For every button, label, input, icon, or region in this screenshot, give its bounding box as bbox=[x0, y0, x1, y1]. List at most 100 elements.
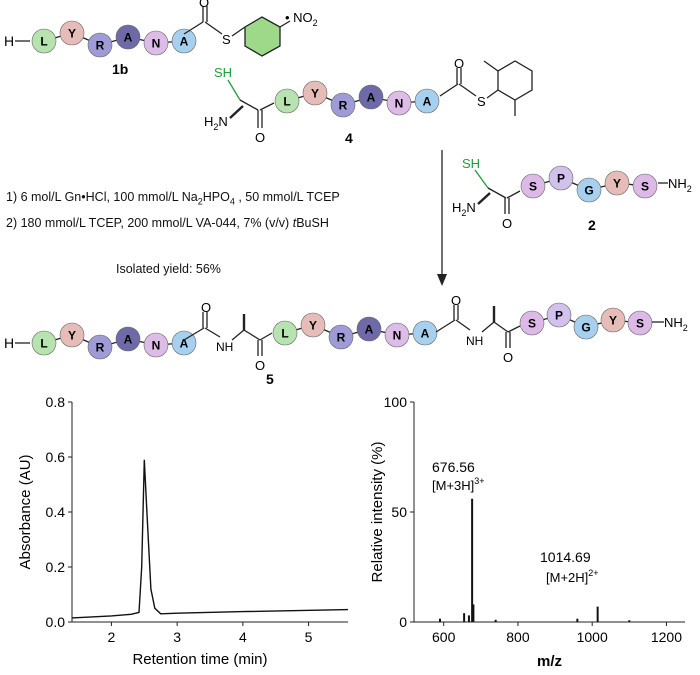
x-tick-label: 5 bbox=[305, 629, 313, 645]
residue-Y: Y bbox=[302, 80, 328, 106]
x-tick-label: 1200 bbox=[651, 629, 682, 645]
nitrophenyl-ring bbox=[244, 16, 281, 57]
svg-text:S: S bbox=[528, 317, 536, 331]
y-axis-label: Absorbance (AU) bbox=[17, 454, 34, 569]
residue-S: S bbox=[520, 173, 546, 199]
amide1-nh: NH bbox=[216, 340, 233, 354]
sulfur-atom: S bbox=[222, 32, 231, 47]
svg-text:A: A bbox=[421, 327, 430, 341]
thiol-group-2: SH bbox=[462, 156, 480, 171]
residue-R: R bbox=[328, 324, 354, 350]
y-tick-label: 0 bbox=[399, 614, 407, 630]
residue-P: P bbox=[548, 165, 574, 191]
svg-text:S: S bbox=[529, 180, 537, 194]
residue-chain: SPG Y S bbox=[520, 165, 658, 203]
residue-S: S bbox=[519, 310, 545, 336]
svg-text:A: A bbox=[423, 95, 432, 109]
svg-text:P: P bbox=[557, 172, 565, 186]
residue-S: S bbox=[632, 173, 658, 199]
compound-2: SH H2N O S P G Y S NH2 2 bbox=[452, 156, 692, 233]
residue-P: P bbox=[546, 302, 572, 328]
hplc-chromatogram: 0.0 0.2 0.4 0.6 0.8 2 3 4 5 Retention time (min) A… bbox=[17, 394, 349, 668]
residue-N: N bbox=[143, 30, 169, 56]
residue-S: S bbox=[627, 310, 653, 336]
ala2-link bbox=[507, 325, 521, 333]
x-tick-label: 1000 bbox=[577, 629, 608, 645]
link-bond-2 bbox=[506, 190, 521, 199]
thiol-bond-2 bbox=[474, 169, 489, 189]
amide2-oxygen: O bbox=[451, 293, 461, 308]
svg-text:G: G bbox=[581, 321, 590, 335]
carbonyl-oxygen-4b: O bbox=[454, 56, 464, 71]
residue-chain: SPG Y S bbox=[519, 302, 653, 340]
isolated-yield: Isolated yield: 56% bbox=[116, 262, 221, 276]
compound-label-1b: 1b bbox=[112, 61, 128, 77]
carbonyl-oxygen-4: O bbox=[255, 130, 265, 145]
x-tick-label: 3 bbox=[173, 629, 181, 645]
y-tick-label: 0.4 bbox=[46, 504, 66, 520]
amine-group-2: H2N bbox=[452, 200, 476, 218]
methyl-top bbox=[483, 60, 499, 72]
svg-text:L: L bbox=[40, 337, 47, 351]
x-tick-label: 2 bbox=[108, 629, 116, 645]
svg-text:R: R bbox=[337, 331, 346, 345]
ca-bond bbox=[239, 99, 259, 111]
residue-L: L bbox=[31, 330, 57, 356]
thiol-group: SH bbox=[214, 65, 232, 80]
x-tick-label: 600 bbox=[432, 629, 456, 645]
svg-text:P: P bbox=[555, 309, 563, 323]
mass-spectrum: 0 50 100 600 800 1000 1200 m/z Relative intensit… bbox=[369, 394, 685, 670]
ala1-link bbox=[259, 332, 273, 341]
link-bond-4 bbox=[259, 102, 275, 111]
svg-text:N: N bbox=[395, 97, 404, 111]
h-terminus-5: H bbox=[4, 335, 14, 351]
nitro-bond bbox=[279, 20, 291, 28]
peak-annotation-mz: 1014.69 bbox=[540, 549, 591, 565]
svg-text:A: A bbox=[124, 333, 133, 347]
svg-text:G: G bbox=[584, 184, 593, 198]
amide2-a bbox=[435, 319, 456, 333]
s-bond-1 bbox=[204, 21, 223, 35]
amine-group: H2N bbox=[204, 114, 228, 132]
carbonyl-oxygen-2: O bbox=[502, 216, 512, 231]
svg-text:R: R bbox=[96, 39, 105, 53]
x-tick-label: 4 bbox=[239, 629, 247, 645]
c-terminus-amide-5: NH2 bbox=[664, 315, 688, 333]
residue-A: A bbox=[358, 84, 384, 110]
amide1-b bbox=[204, 327, 221, 338]
dimethylphenyl-ring bbox=[497, 60, 533, 101]
amide1-oxygen: O bbox=[201, 300, 211, 315]
residue-G: G bbox=[576, 177, 602, 203]
compound-label-2: 2 bbox=[588, 217, 596, 233]
residue-A: A bbox=[356, 316, 382, 342]
amide2-b bbox=[455, 319, 471, 331]
y-axis-label: Relative intensity (%) bbox=[369, 442, 386, 583]
compound-label-5: 5 bbox=[266, 371, 274, 387]
residue-G: G bbox=[573, 314, 599, 340]
amine-bond bbox=[229, 105, 244, 119]
amine-bond-2 bbox=[477, 192, 491, 205]
y-tick-label: 50 bbox=[391, 504, 407, 520]
y-tick-label: 0.2 bbox=[46, 559, 66, 575]
compound-5: H L Y R A N A O NH O L Y R A N A O NH O S P G Y S NH2 bbox=[4, 293, 688, 387]
ala2-co bbox=[493, 321, 509, 333]
residue-A: A bbox=[171, 28, 197, 54]
residue-R: R bbox=[330, 92, 356, 118]
x-axis-label: m/z bbox=[537, 653, 562, 670]
ala1-oxygen: O bbox=[255, 358, 265, 373]
svg-text:S: S bbox=[636, 317, 644, 331]
svg-text:N: N bbox=[393, 329, 402, 343]
thioester-bond bbox=[183, 21, 204, 35]
amide1-a bbox=[183, 327, 205, 341]
residue-R: R bbox=[87, 334, 113, 360]
ala1-co bbox=[243, 329, 261, 341]
compound-4: SH H2N O L Y R A N A O S 4 bbox=[204, 56, 533, 146]
ala1-bond bbox=[231, 329, 245, 341]
svg-text:Y: Y bbox=[311, 87, 319, 101]
residue-A: A bbox=[412, 320, 438, 346]
svg-text:S: S bbox=[641, 180, 649, 194]
reaction-arrow bbox=[437, 150, 447, 286]
residue-A: A bbox=[115, 326, 141, 352]
residue-Y: Y bbox=[600, 307, 626, 333]
